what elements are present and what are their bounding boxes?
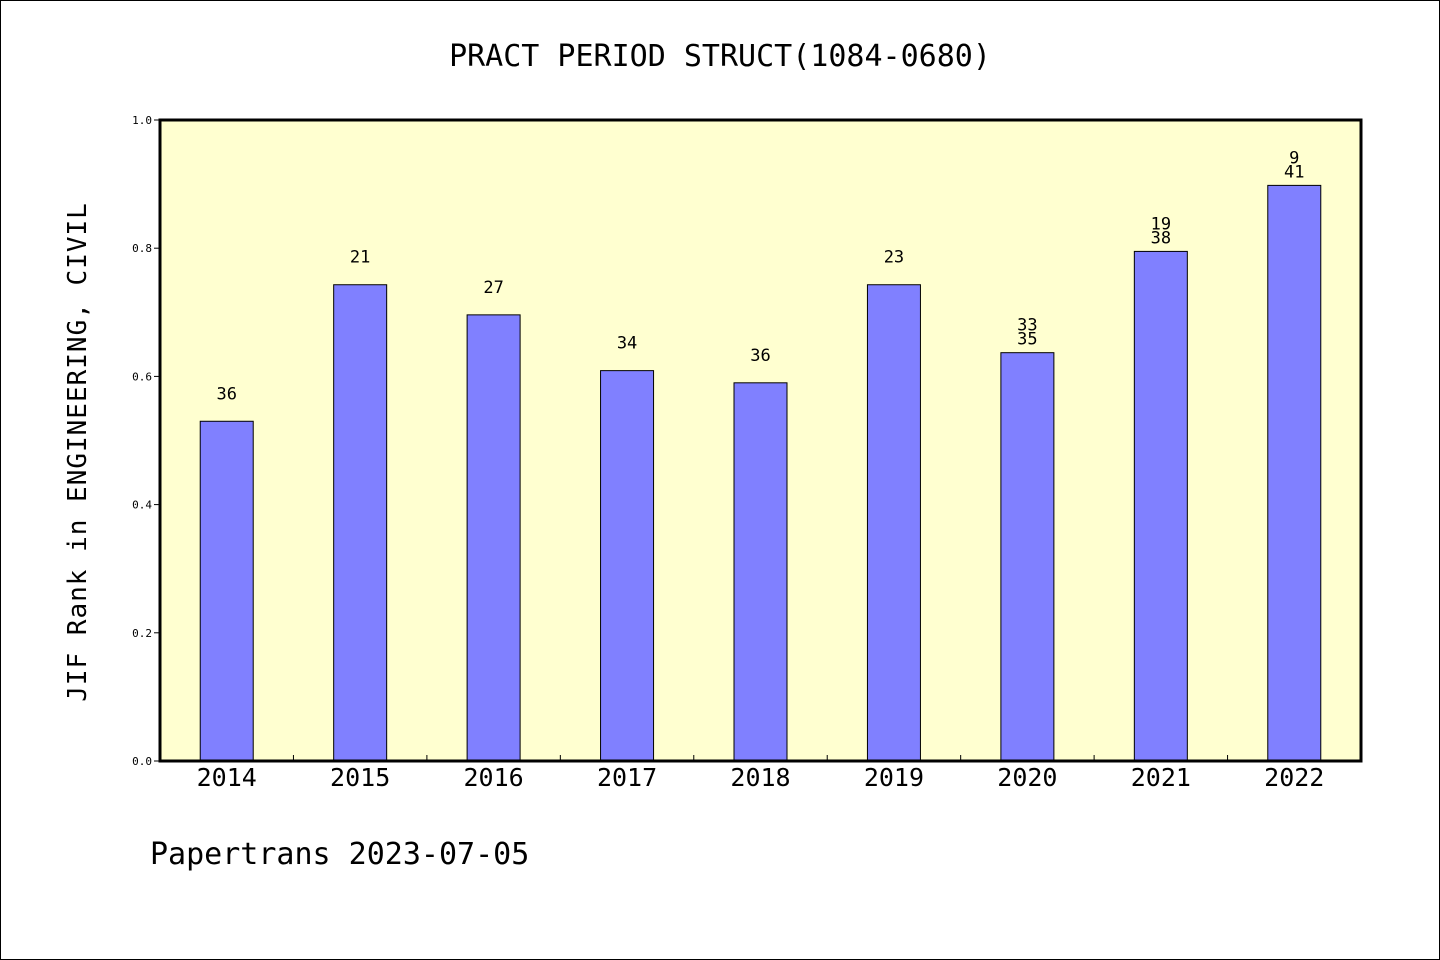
- bars-group: [199, 184, 1322, 762]
- data-label: 38: [1151, 228, 1171, 248]
- data-label: 33: [1017, 316, 1037, 336]
- bar-2022: [1267, 184, 1322, 762]
- bar-2014: [199, 420, 254, 762]
- data-label: 23: [884, 248, 904, 268]
- y-tick-label: 0.4: [132, 499, 152, 512]
- chart-title: PRACT PERIOD STRUCT(1084-0680): [449, 39, 991, 74]
- x-tick-label: 2021: [1131, 763, 1191, 792]
- y-axis: 0.0 0.2 0.4 0.6 0.8 1.0: [132, 114, 160, 768]
- x-tick-label: 2017: [597, 763, 657, 792]
- bar-2015: [333, 284, 388, 762]
- bar-2017: [600, 370, 655, 762]
- footer-source-date: Papertrans 2023-07-05: [150, 837, 529, 872]
- bar-2020: [1000, 352, 1055, 762]
- y-tick-label: 0.6: [132, 370, 152, 383]
- x-tick-label: 2014: [197, 763, 257, 792]
- data-label: 9: [1289, 148, 1299, 168]
- data-label: 36: [216, 384, 236, 404]
- data-label: 19: [1151, 214, 1171, 234]
- y-tick-label: 1.0: [132, 114, 152, 127]
- x-axis: 2014 2015 2016 2017 2018 2019 2020 2021 2022: [197, 755, 1324, 792]
- x-tick-label: 2018: [730, 763, 790, 792]
- bar-2019: [866, 284, 921, 762]
- data-label: 34: [617, 334, 637, 354]
- x-tick-label: 2020: [997, 763, 1057, 792]
- x-tick-label: 2015: [330, 763, 390, 792]
- plot-border: [158, 118, 1363, 763]
- y-tick-label: 0.8: [132, 242, 152, 255]
- data-label: 27: [483, 278, 503, 298]
- data-label: 41: [1284, 162, 1304, 182]
- y-axis-label: JIF Rank in ENGINEERING, CIVIL: [63, 202, 93, 702]
- bar-2021: [1133, 250, 1188, 762]
- y-tick-label: 0.2: [132, 627, 152, 640]
- x-tick-label: 2019: [864, 763, 924, 792]
- data-label: 21: [350, 248, 370, 268]
- bar-2016: [466, 314, 521, 762]
- y-tick-label: 0.0: [132, 755, 152, 768]
- bar-2018: [733, 382, 788, 762]
- data-label: 36: [750, 346, 770, 366]
- x-tick-label: 2022: [1264, 763, 1324, 792]
- data-label: 35: [1017, 330, 1037, 350]
- x-tick-label: 2016: [464, 763, 524, 792]
